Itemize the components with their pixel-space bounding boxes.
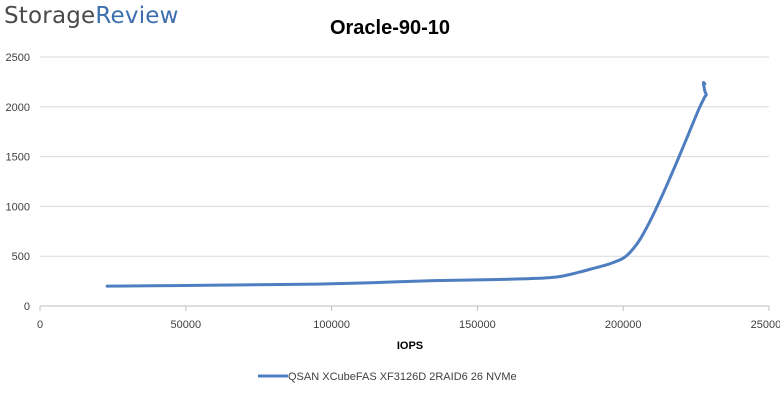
x-tick-label: 200000 xyxy=(605,319,642,331)
y-tick-label: 1000 xyxy=(6,201,30,213)
x-tick-label: 100000 xyxy=(313,319,350,331)
y-tick-label: 2500 xyxy=(6,52,30,64)
x-tick-label: 250000 xyxy=(751,319,780,331)
storagereview-logo: StorageReview xyxy=(4,3,179,29)
y-tick-label: 500 xyxy=(12,251,30,263)
y-tick-label: 0 xyxy=(24,301,30,313)
y-tick-label: 1500 xyxy=(6,152,30,164)
x-tick-label: 0 xyxy=(37,319,43,331)
logo-word-review: Review xyxy=(95,3,179,29)
x-tick-label: 150000 xyxy=(459,319,496,331)
series-line xyxy=(105,81,708,288)
logo-word-storage: Storage xyxy=(4,3,96,29)
x-tick-label: 50000 xyxy=(171,319,202,331)
chart-title: Oracle-90-10 xyxy=(330,17,450,39)
x-axis-label: IOPS xyxy=(397,340,423,352)
legend-label: QSAN XCubeFAS XF3126D 2RAID6 26 NVMe xyxy=(288,371,517,383)
y-tick-label: 2000 xyxy=(6,102,30,114)
